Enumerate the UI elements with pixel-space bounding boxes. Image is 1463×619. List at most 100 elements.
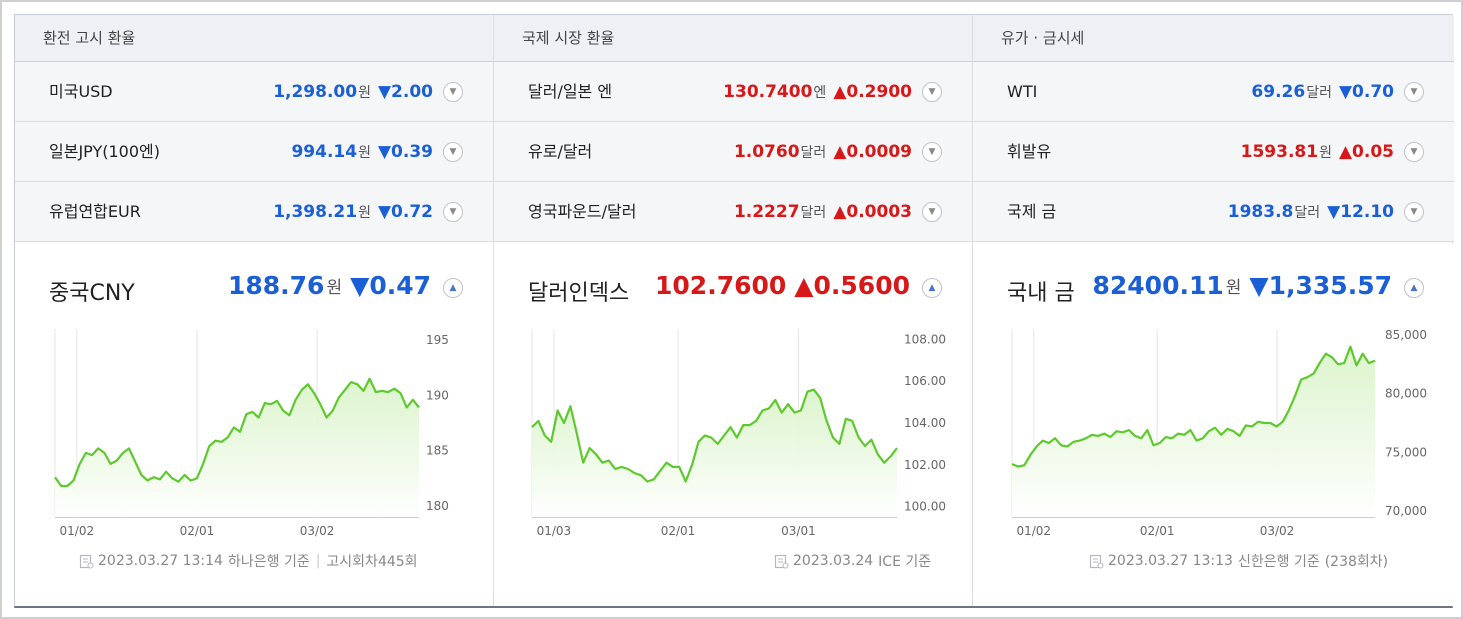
- arrow-down-icon: ▼: [1338, 81, 1353, 102]
- x-tick-label: 01/02: [60, 524, 95, 538]
- rate-name: 미국USD: [49, 82, 113, 101]
- rate-name: WTI: [1007, 82, 1038, 101]
- x-tick-label: 03/02: [300, 524, 335, 538]
- rate-row[interactable]: WTI 69.26 달러 ▼0.70 ▼: [973, 62, 1454, 122]
- source-footer: 2023.03.27 13:13 신한은행 기준 (238회차): [1089, 551, 1388, 571]
- chevron-down-icon[interactable]: ▼: [922, 81, 942, 102]
- footer-date: 2023.03.27 13:14: [98, 553, 223, 569]
- chevron-down-icon[interactable]: ▼: [443, 81, 463, 102]
- arrow-up-icon: ▲: [1338, 141, 1353, 162]
- arrow-down-icon: ▼: [377, 141, 392, 162]
- x-tick-label: 02/01: [1140, 524, 1175, 538]
- featured-change-value: 0.47: [369, 271, 431, 300]
- rate-name: 영국파운드/달러: [528, 202, 637, 221]
- featured-value: 82400.11: [1092, 271, 1224, 300]
- y-tick-label: 80,000: [1385, 387, 1427, 401]
- featured-value: 188.76: [227, 271, 325, 300]
- arrow-up-icon: ▲: [833, 141, 847, 162]
- featured-name: 국내 금: [1007, 281, 1075, 306]
- column-title: 유가 · 금시세: [973, 15, 1454, 62]
- y-tick-label: 100.00: [904, 500, 946, 514]
- rate-change: ▼2.00: [378, 82, 433, 102]
- rate-change-value: 0.05: [1352, 141, 1394, 162]
- featured-chart-card: 중국CNY 188.76 원 ▼0.47 ▲ 01/02 02/01 03/02 180 185 1…: [15, 243, 493, 606]
- x-tick-label: 02/01: [661, 524, 696, 538]
- rate-unit: 달러: [1294, 204, 1321, 221]
- chevron-down-icon[interactable]: ▼: [922, 201, 942, 222]
- chevron-down-icon[interactable]: ▼: [922, 141, 942, 162]
- column-title: 국제 시장 환율: [494, 15, 972, 62]
- document-icon: [1089, 554, 1104, 568]
- rate-row[interactable]: 휘발유 1593.81 원 ▲0.05 ▼: [973, 122, 1454, 182]
- rate-value: 1.2227: [733, 201, 800, 222]
- series-area: [1012, 346, 1375, 517]
- y-tick-label: 106.00: [904, 374, 946, 388]
- featured-values: 188.76 원 ▼0.47 ▲: [228, 271, 463, 300]
- rate-value: 1,398.21: [273, 201, 358, 222]
- rate-values: 130.7400 엔 ▲0.2900 ▼: [723, 62, 942, 121]
- rate-value: 1,298.00: [273, 81, 358, 102]
- rate-value: 994.14: [291, 141, 358, 162]
- arrow-down-icon: ▼: [377, 81, 392, 102]
- arrow-down-icon: ▼: [1249, 271, 1269, 300]
- rate-name: 국제 금: [1007, 202, 1057, 221]
- rate-name: 일본JPY(100엔): [49, 142, 160, 161]
- rate-unit: 원: [358, 144, 371, 161]
- chevron-up-icon[interactable]: ▲: [443, 277, 463, 298]
- x-tick-label: 02/01: [180, 524, 215, 538]
- chevron-up-icon[interactable]: ▲: [1404, 277, 1424, 298]
- featured-change: ▼0.47: [350, 271, 431, 300]
- y-tick-label: 70,000: [1385, 504, 1427, 518]
- rate-name: 휘발유: [1007, 142, 1052, 161]
- arrow-down-icon: ▼: [350, 271, 370, 300]
- y-tick-label: 102.00: [904, 458, 946, 472]
- chevron-down-icon[interactable]: ▼: [443, 141, 463, 162]
- arrow-up-icon: ▲: [833, 81, 847, 102]
- footer-extra: (238회차): [1324, 554, 1389, 570]
- chevron-down-icon[interactable]: ▼: [1404, 141, 1424, 162]
- chevron-down-icon[interactable]: ▼: [1404, 81, 1424, 102]
- rate-row[interactable]: 영국파운드/달러 1.2227 달러 ▲0.0003 ▼: [494, 182, 972, 242]
- source-footer: 2023.03.24 ICE 기준: [774, 551, 931, 571]
- arrow-down-icon: ▼: [1327, 201, 1341, 222]
- rate-row[interactable]: 일본JPY(100엔) 994.14 원 ▼0.39 ▼: [15, 122, 493, 182]
- chevron-down-icon[interactable]: ▼: [443, 201, 463, 222]
- chevron-down-icon[interactable]: ▼: [1404, 201, 1424, 222]
- rate-unit: 달러: [1306, 84, 1332, 101]
- featured-unit: 원: [326, 278, 343, 298]
- y-tick-label: 185: [426, 444, 449, 458]
- featured-change: ▼1,335.57: [1249, 271, 1392, 300]
- rate-values: 1.0760 달러 ▲0.0009 ▼: [734, 122, 942, 181]
- rate-row[interactable]: 미국USD 1,298.00 원 ▼2.00 ▼: [15, 62, 493, 122]
- rate-change: ▼0.70: [1339, 82, 1394, 102]
- rate-change: ▼0.72: [378, 202, 433, 222]
- rate-change: ▼0.39: [378, 142, 433, 162]
- series-area: [532, 389, 897, 517]
- rate-row[interactable]: 유럽연합EUR 1,398.21 원 ▼0.72 ▼: [15, 182, 493, 242]
- document-icon: [79, 554, 94, 568]
- x-tick-label: 01/03: [537, 524, 572, 538]
- chevron-up-icon[interactable]: ▲: [922, 277, 942, 298]
- footer-source: ICE 기준: [878, 554, 932, 570]
- rate-row[interactable]: 달러/일본 엔 130.7400 엔 ▲0.2900 ▼: [494, 62, 972, 122]
- featured-values: 102.7600 ▲0.5600 ▲: [655, 271, 942, 300]
- featured-chart-card: 달러인덱스 102.7600 ▲0.5600 ▲ 01/03 02/01 03/01 100.…: [494, 243, 972, 606]
- rate-row[interactable]: 유로/달러 1.0760 달러 ▲0.0009 ▼: [494, 122, 972, 182]
- rate-unit: 달러: [800, 204, 827, 221]
- rate-value: 1.0760: [733, 141, 800, 162]
- rate-unit: 달러: [800, 144, 827, 161]
- rate-value: 1593.81: [1240, 141, 1319, 162]
- featured-change: ▲0.5600: [794, 271, 910, 300]
- rate-values: 1.2227 달러 ▲0.0003 ▼: [734, 182, 942, 241]
- column-oil-gold: 유가 · 금시세 WTI 69.26 달러 ▼0.70 ▼ 휘발유 1593.81 원 ▲0.05…: [973, 15, 1454, 606]
- rate-values: 1593.81 원 ▲0.05 ▼: [1241, 122, 1424, 181]
- rate-row[interactable]: 국제 금 1983.8 달러 ▼12.10 ▼: [973, 182, 1454, 242]
- featured-value: 102.7600: [655, 271, 787, 300]
- rate-name: 유럽연합EUR: [49, 202, 141, 221]
- rate-values: 1,298.00 원 ▼2.00 ▼: [273, 62, 463, 121]
- rate-unit: 원: [358, 204, 371, 221]
- rate-change-value: 0.72: [391, 201, 433, 222]
- rate-value: 130.7400: [723, 81, 813, 102]
- y-tick-label: 190: [426, 388, 449, 402]
